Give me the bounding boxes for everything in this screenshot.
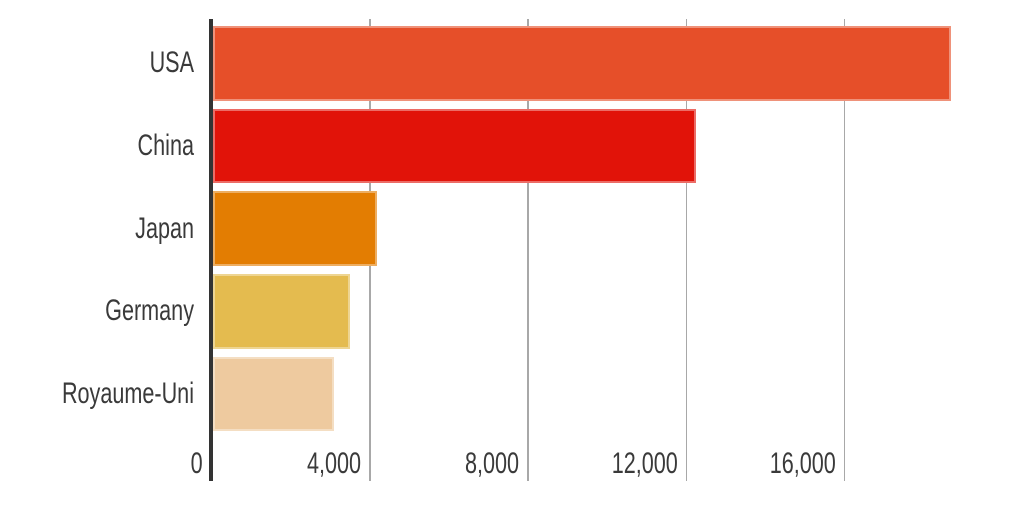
x-tick-label: 8,000 (465, 447, 520, 480)
category-label: Germany (105, 294, 194, 328)
category-label: China (137, 128, 194, 162)
gridline (685, 19, 688, 481)
y-axis-line (209, 19, 213, 481)
x-tick-label: 16,000 (769, 447, 836, 480)
bar-japan (213, 191, 378, 266)
bar-germany (213, 274, 351, 349)
gridline (527, 19, 529, 481)
x-tick-label: 0 (190, 447, 203, 480)
gridline (843, 19, 846, 481)
bar-royaume-uni (213, 356, 334, 432)
x-tick-label: 4,000 (307, 447, 362, 480)
x-tick-label: 12,000 (611, 447, 678, 480)
bar-china (213, 108, 696, 184)
bar-usa (213, 26, 951, 101)
category-label: Japan (135, 211, 194, 245)
category-label: Royaume-Uni (61, 377, 194, 411)
category-label: USA (149, 46, 194, 80)
